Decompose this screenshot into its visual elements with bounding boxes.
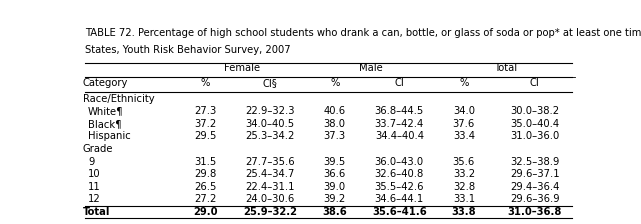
Text: 36.6: 36.6: [324, 169, 346, 179]
Text: 31.0–36.0: 31.0–36.0: [510, 131, 560, 142]
Text: 33.2: 33.2: [453, 169, 475, 179]
Text: 36.0–43.0: 36.0–43.0: [375, 157, 424, 167]
Text: Total: Total: [495, 63, 518, 73]
Text: TABLE 72. Percentage of high school students who drank a can, bottle, or glass o: TABLE 72. Percentage of high school stud…: [85, 28, 641, 38]
Text: 27.7–35.6: 27.7–35.6: [246, 157, 295, 167]
Text: 10: 10: [88, 169, 101, 179]
Text: CI: CI: [530, 78, 540, 88]
Text: 39.0: 39.0: [324, 182, 345, 192]
Text: Hispanic: Hispanic: [88, 131, 131, 142]
Text: Race/Ethnicity: Race/Ethnicity: [83, 94, 154, 104]
Text: 33.4: 33.4: [453, 131, 475, 142]
Text: Male: Male: [359, 63, 383, 73]
Text: 38.6: 38.6: [322, 207, 347, 217]
Text: 39.2: 39.2: [324, 194, 346, 205]
Text: 34.0–40.5: 34.0–40.5: [246, 119, 295, 129]
Text: 37.3: 37.3: [324, 131, 345, 142]
Text: 25.4–34.7: 25.4–34.7: [246, 169, 295, 179]
Text: 12: 12: [88, 194, 101, 205]
Text: 24.0–30.6: 24.0–30.6: [246, 194, 295, 205]
Text: 31.5: 31.5: [194, 157, 217, 167]
Text: 36.8–44.5: 36.8–44.5: [375, 106, 424, 116]
Text: 35.5–42.6: 35.5–42.6: [374, 182, 424, 192]
Text: %: %: [330, 78, 340, 88]
Text: 33.7–42.4: 33.7–42.4: [375, 119, 424, 129]
Text: 37.6: 37.6: [453, 119, 475, 129]
Text: 32.6–40.8: 32.6–40.8: [375, 169, 424, 179]
Text: 25.9–32.2: 25.9–32.2: [243, 207, 297, 217]
Text: 33.1: 33.1: [453, 194, 475, 205]
Text: CI§: CI§: [263, 78, 278, 88]
Text: %: %: [201, 78, 210, 88]
Text: Grade: Grade: [83, 144, 113, 154]
Text: 29.5: 29.5: [194, 131, 217, 142]
Text: 22.4–31.1: 22.4–31.1: [246, 182, 295, 192]
Text: 34.6–44.1: 34.6–44.1: [375, 194, 424, 205]
Text: 38.0: 38.0: [324, 119, 345, 129]
Text: 40.6: 40.6: [324, 106, 345, 116]
Text: 32.5–38.9: 32.5–38.9: [510, 157, 560, 167]
Text: 37.2: 37.2: [194, 119, 217, 129]
Text: White¶: White¶: [88, 106, 124, 116]
Text: 33.8: 33.8: [451, 207, 476, 217]
Text: Category: Category: [83, 78, 128, 88]
Text: 22.9–32.3: 22.9–32.3: [246, 106, 295, 116]
Text: Female: Female: [224, 63, 260, 73]
Text: 11: 11: [88, 182, 101, 192]
Text: 30.0–38.2: 30.0–38.2: [510, 106, 559, 116]
Text: 34.0: 34.0: [453, 106, 475, 116]
Text: Black¶: Black¶: [88, 119, 122, 129]
Text: 25.3–34.2: 25.3–34.2: [246, 131, 295, 142]
Text: 29.8: 29.8: [194, 169, 217, 179]
Text: 35.6: 35.6: [453, 157, 475, 167]
Text: 29.6–36.9: 29.6–36.9: [510, 194, 560, 205]
Text: States, Youth Risk Behavior Survey, 2007: States, Youth Risk Behavior Survey, 2007: [85, 45, 291, 55]
Text: 31.0–36.8: 31.0–36.8: [508, 207, 562, 217]
Text: %: %: [459, 78, 469, 88]
Text: 34.4–40.4: 34.4–40.4: [375, 131, 424, 142]
Text: 27.2: 27.2: [194, 194, 217, 205]
Text: 29.0: 29.0: [194, 207, 218, 217]
Text: 35.0–40.4: 35.0–40.4: [510, 119, 559, 129]
Text: 29.6–37.1: 29.6–37.1: [510, 169, 560, 179]
Text: 27.3: 27.3: [194, 106, 217, 116]
Text: CI: CI: [394, 78, 404, 88]
Text: 29.4–36.4: 29.4–36.4: [510, 182, 560, 192]
Text: 26.5: 26.5: [194, 182, 217, 192]
Text: 39.5: 39.5: [324, 157, 346, 167]
Text: 32.8: 32.8: [453, 182, 475, 192]
Text: 9: 9: [88, 157, 94, 167]
Text: Total: Total: [83, 207, 110, 217]
Text: 35.6–41.6: 35.6–41.6: [372, 207, 427, 217]
